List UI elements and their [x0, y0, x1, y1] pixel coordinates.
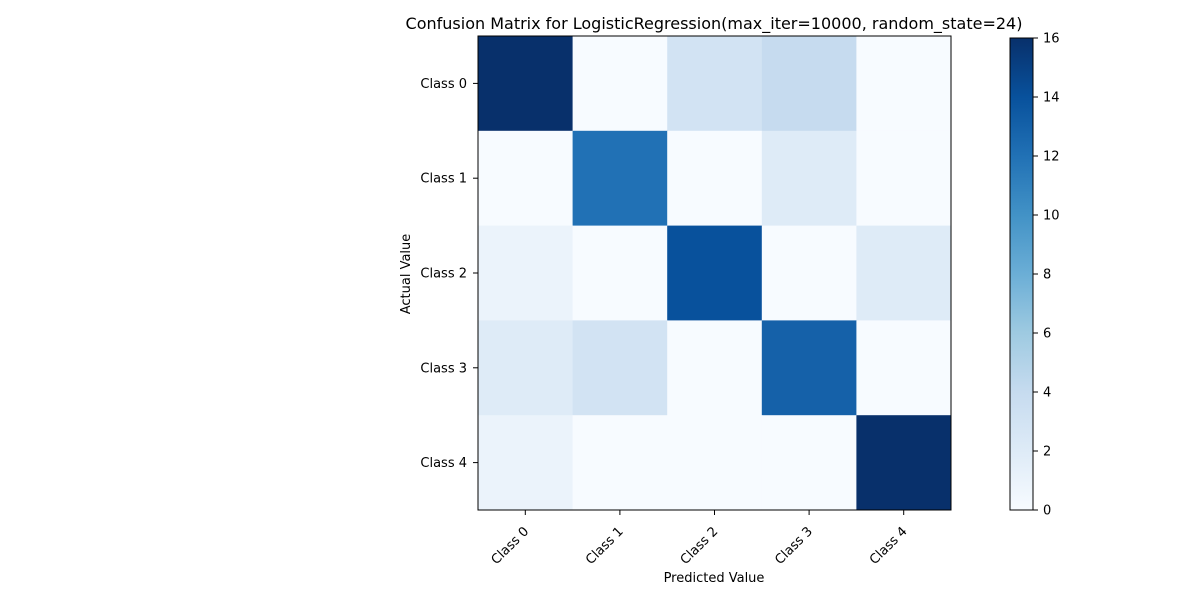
- x-tick-label: Class 0: [489, 524, 533, 568]
- colorbar-tick-label: 12: [1043, 150, 1060, 165]
- heatmap-cell: [572, 225, 668, 321]
- heatmap-cell: [856, 415, 952, 511]
- x-tick-label: Class 4: [867, 524, 911, 568]
- heatmap-cell: [478, 415, 574, 511]
- heatmap-cell: [478, 320, 574, 416]
- heatmap-cell: [761, 225, 857, 321]
- heatmap-cell: [572, 415, 668, 511]
- heatmap-cell: [761, 36, 857, 132]
- y-tick-label: Class 4: [420, 456, 467, 471]
- heatmap-cell: [667, 36, 763, 132]
- colorbar-ticks: 0 2 4 6 8 10 12 14 16: [1033, 32, 1060, 519]
- y-axis-label: Actual Value: [399, 234, 414, 315]
- colorbar-tick-label: 8: [1043, 268, 1051, 283]
- heatmap-cell: [856, 320, 952, 416]
- x-tick-label: Class 1: [583, 524, 627, 568]
- x-tick-label: Class 2: [678, 524, 722, 568]
- y-tick-label: Class 2: [420, 267, 467, 282]
- heatmap-cell: [667, 130, 763, 227]
- heatmap-cell: [667, 320, 763, 416]
- y-tick-label: Class 3: [420, 361, 467, 376]
- colorbar-tick-label: 2: [1043, 445, 1051, 460]
- y-axis-ticks: Class 0 Class 1 Class 2 Class 3 Class 4: [420, 77, 478, 471]
- heatmap-cell: [572, 36, 668, 132]
- colorbar-tick-label: 4: [1043, 386, 1051, 401]
- x-axis-label: Predicted Value: [664, 571, 765, 586]
- x-axis-ticks: Class 0 Class 1 Class 2 Class 3 Class 4: [489, 510, 911, 568]
- heatmap-cell: [478, 130, 574, 227]
- y-tick-label: Class 0: [420, 77, 467, 92]
- colorbar-tick-label: 14: [1043, 91, 1060, 106]
- colorbar-tick-label: 6: [1043, 327, 1051, 342]
- heatmap-cell: [761, 130, 857, 227]
- colorbar-tick-label: 16: [1043, 32, 1060, 47]
- heatmap-cell: [478, 225, 574, 321]
- heatmap-cell: [761, 320, 857, 416]
- colorbar-tick-label: 10: [1043, 209, 1060, 224]
- heatmap-cell: [856, 130, 952, 227]
- colorbar: [1009, 37, 1034, 511]
- heatmap-cell: [856, 36, 952, 132]
- heatmap-cell: [667, 415, 763, 511]
- colorbar-tick-label: 0: [1043, 504, 1051, 519]
- x-tick-label: Class 3: [772, 524, 816, 568]
- heatmap-cell: [572, 320, 668, 416]
- heatmap-cell: [478, 36, 574, 132]
- heatmap-cell: [856, 225, 952, 321]
- heatmap-cell: [761, 415, 857, 511]
- heatmap-cell: [572, 130, 668, 227]
- y-tick-label: Class 1: [420, 172, 467, 187]
- heatmap-cells: [478, 36, 952, 511]
- chart-title: Confusion Matrix for LogisticRegression(…: [406, 14, 1023, 34]
- heatmap-cell: [667, 225, 763, 321]
